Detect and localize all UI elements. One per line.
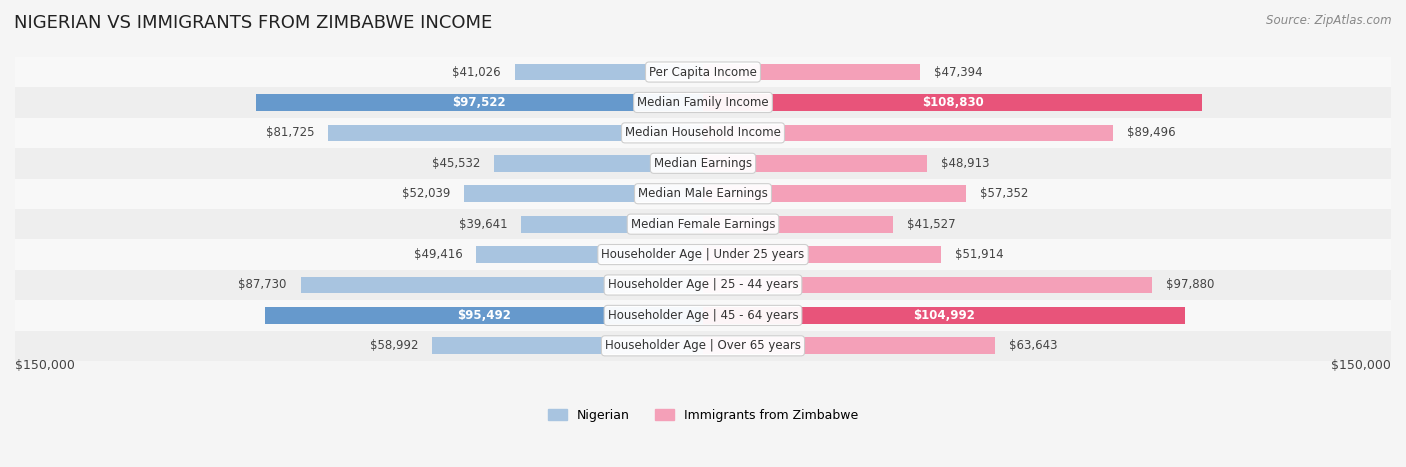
Text: Median Family Income: Median Family Income [637, 96, 769, 109]
Text: $49,416: $49,416 [413, 248, 463, 261]
Bar [703, 64, 921, 80]
Bar [494, 155, 703, 172]
Bar [15, 178, 1391, 209]
Text: $45,532: $45,532 [432, 157, 481, 170]
Text: Per Capita Income: Per Capita Income [650, 65, 756, 78]
Text: $81,725: $81,725 [266, 127, 315, 139]
Bar [703, 94, 1202, 111]
Text: $87,730: $87,730 [239, 278, 287, 291]
Text: $97,522: $97,522 [453, 96, 506, 109]
Bar [703, 185, 966, 202]
Text: NIGERIAN VS IMMIGRANTS FROM ZIMBABWE INCOME: NIGERIAN VS IMMIGRANTS FROM ZIMBABWE INC… [14, 14, 492, 32]
Text: $104,992: $104,992 [912, 309, 974, 322]
Text: Median Female Earnings: Median Female Earnings [631, 218, 775, 231]
Bar [477, 246, 703, 263]
Text: $150,000: $150,000 [15, 359, 75, 372]
Text: $47,394: $47,394 [934, 65, 983, 78]
Bar [433, 338, 703, 354]
Bar [301, 276, 703, 293]
Bar [15, 209, 1391, 240]
Bar [522, 216, 703, 233]
Text: Source: ZipAtlas.com: Source: ZipAtlas.com [1267, 14, 1392, 27]
Bar [15, 87, 1391, 118]
Text: $63,643: $63,643 [1008, 340, 1057, 352]
Text: Householder Age | 45 - 64 years: Householder Age | 45 - 64 years [607, 309, 799, 322]
Bar [15, 148, 1391, 178]
Bar [703, 125, 1114, 141]
Bar [703, 307, 1185, 324]
Text: Householder Age | 25 - 44 years: Householder Age | 25 - 44 years [607, 278, 799, 291]
Text: Median Earnings: Median Earnings [654, 157, 752, 170]
Text: Householder Age | Under 25 years: Householder Age | Under 25 years [602, 248, 804, 261]
Bar [15, 57, 1391, 87]
Bar [703, 216, 893, 233]
Text: $57,352: $57,352 [980, 187, 1028, 200]
Bar [703, 155, 928, 172]
Text: Median Male Earnings: Median Male Earnings [638, 187, 768, 200]
Text: $51,914: $51,914 [955, 248, 1004, 261]
Text: $108,830: $108,830 [922, 96, 983, 109]
Bar [703, 276, 1152, 293]
Bar [464, 185, 703, 202]
Bar [15, 331, 1391, 361]
Text: $39,641: $39,641 [458, 218, 508, 231]
Text: Median Household Income: Median Household Income [626, 127, 780, 139]
Text: $41,026: $41,026 [453, 65, 501, 78]
Text: $89,496: $89,496 [1128, 127, 1175, 139]
Text: Householder Age | Over 65 years: Householder Age | Over 65 years [605, 340, 801, 352]
Legend: Nigerian, Immigrants from Zimbabwe: Nigerian, Immigrants from Zimbabwe [548, 409, 858, 422]
Text: $58,992: $58,992 [370, 340, 419, 352]
Bar [515, 64, 703, 80]
Bar [328, 125, 703, 141]
Bar [703, 338, 995, 354]
Text: $52,039: $52,039 [402, 187, 450, 200]
Bar [15, 300, 1391, 331]
Bar [15, 240, 1391, 270]
Bar [15, 270, 1391, 300]
Text: $150,000: $150,000 [1331, 359, 1391, 372]
Text: $48,913: $48,913 [941, 157, 990, 170]
Bar [264, 307, 703, 324]
Text: $41,527: $41,527 [907, 218, 956, 231]
Bar [256, 94, 703, 111]
Bar [15, 118, 1391, 148]
Text: $97,880: $97,880 [1166, 278, 1213, 291]
Text: $95,492: $95,492 [457, 309, 510, 322]
Bar [703, 246, 941, 263]
